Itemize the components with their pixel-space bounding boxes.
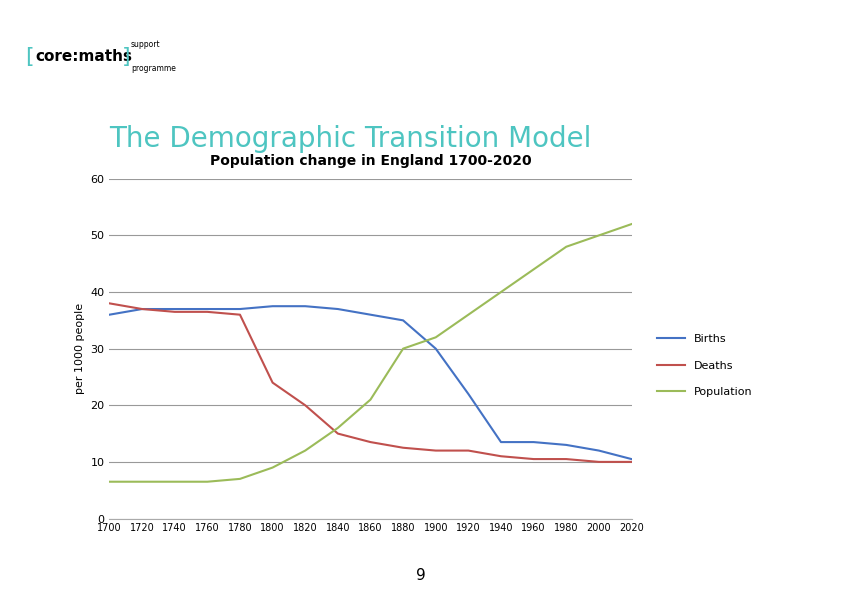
Y-axis label: per 1000 people: per 1000 people — [75, 303, 85, 394]
Text: ]: ] — [121, 46, 131, 67]
Text: The Demographic Transition Model: The Demographic Transition Model — [109, 125, 592, 153]
Title: Population change in England 1700-2020: Population change in England 1700-2020 — [210, 154, 531, 168]
Text: 9: 9 — [416, 568, 426, 583]
Text: programme: programme — [131, 64, 176, 73]
Legend: Births, Deaths, Population: Births, Deaths, Population — [653, 330, 757, 402]
Text: [: [ — [25, 46, 34, 67]
Text: support: support — [131, 40, 161, 49]
Text: core:maths: core:maths — [35, 49, 132, 64]
